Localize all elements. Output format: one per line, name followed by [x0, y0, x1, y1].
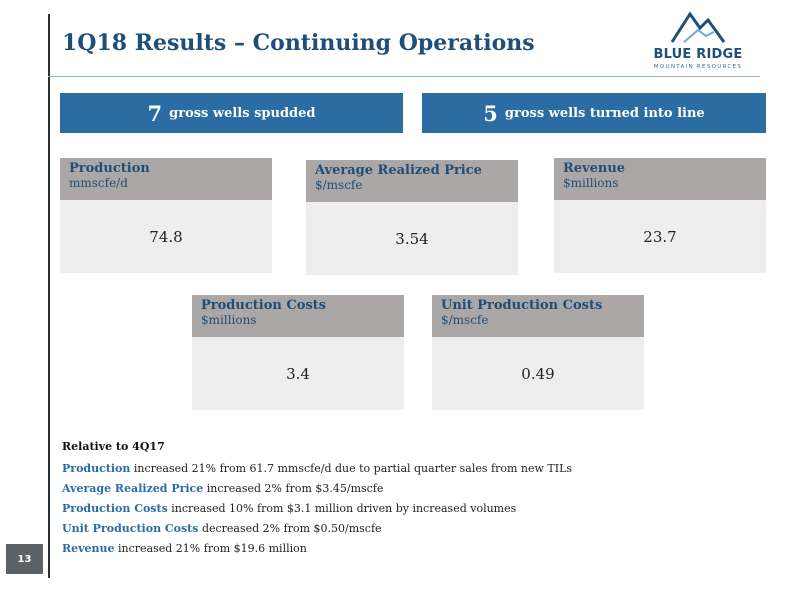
note-production: Production increased 21% from 61.7 mmscf… — [62, 459, 762, 479]
card-unit: $millions — [563, 176, 619, 190]
card-value: 0.49 — [521, 365, 555, 383]
card-title: Production — [69, 161, 150, 176]
banner-number: 5 — [483, 100, 498, 126]
note-text: decreased 2% from $0.50/mscfe — [198, 522, 382, 535]
metric-card-average-realized-price: Average Realized Price $/mscfe 3.54 — [306, 160, 518, 275]
card-header: Unit Production Costs $/mscfe — [432, 295, 644, 337]
card-title: Production Costs — [201, 298, 327, 313]
mountain-icon — [670, 11, 726, 43]
note-production-costs: Production Costs increased 10% from $3.1… — [62, 499, 762, 519]
metric-card-unit-production-costs: Unit Production Costs $/mscfe 0.49 — [432, 295, 644, 410]
banner-text: gross wells turned into line — [504, 105, 705, 121]
card-header: Revenue $millions — [554, 158, 766, 200]
card-unit: $/mscfe — [315, 178, 363, 192]
card-title: Average Realized Price — [315, 163, 482, 178]
metric-card-production-costs: Production Costs $millions 3.4 — [192, 295, 404, 410]
card-value: 3.4 — [286, 365, 310, 383]
note-key: Production — [62, 462, 131, 475]
card-value: 3.54 — [395, 230, 429, 248]
card-unit: mmscfe/d — [69, 176, 128, 190]
note-average-realized-price: Average Realized Price increased 2% from… — [62, 479, 762, 499]
page-title: 1Q18 Results – Continuing Operations — [62, 30, 535, 56]
comparison-notes: Relative to 4Q17 Production increased 21… — [62, 440, 762, 559]
card-value: 23.7 — [643, 228, 677, 246]
note-text: increased 21% from 61.7 mmscfe/d due to … — [130, 462, 573, 475]
card-header: Production mmscfe/d — [60, 158, 272, 200]
banner-wells-turned-in-line: 5 gross wells turned into line — [422, 93, 766, 133]
note-key: Average Realized Price — [62, 482, 204, 495]
note-revenue: Revenue increased 21% from $19.6 million — [62, 539, 762, 559]
title-underline — [48, 76, 760, 77]
card-value: 74.8 — [149, 228, 183, 246]
card-title: Unit Production Costs — [441, 298, 603, 313]
note-text: increased 2% from $3.45/mscfe — [203, 482, 384, 495]
card-header: Average Realized Price $/mscfe — [306, 160, 518, 202]
company-logo: BLUE RIDGE MOUNTAIN RESOURCES — [636, 8, 760, 74]
note-key: Production Costs — [62, 502, 168, 515]
logo-subtitle: MOUNTAIN RESOURCES — [653, 64, 743, 70]
notes-heading: Relative to 4Q17 — [62, 440, 165, 453]
note-unit-production-costs: Unit Production Costs decreased 2% from … — [62, 519, 762, 539]
banner-wells-spudded: 7 gross wells spudded — [60, 93, 403, 133]
metric-card-revenue: Revenue $millions 23.7 — [554, 158, 766, 273]
note-key: Unit Production Costs — [62, 522, 199, 535]
card-unit: $/mscfe — [441, 313, 489, 327]
note-text: increased 10% from $3.1 million driven b… — [167, 502, 517, 515]
page-number: 13 — [6, 544, 43, 574]
banner-text: gross wells spudded — [169, 105, 316, 121]
left-rule — [48, 14, 50, 578]
card-header: Production Costs $millions — [192, 295, 404, 337]
note-text: increased 21% from $19.6 million — [114, 542, 307, 555]
logo-name: BLUE RIDGE — [653, 47, 743, 62]
card-unit: $millions — [201, 313, 257, 327]
metric-card-production: Production mmscfe/d 74.8 — [60, 158, 272, 273]
note-key: Revenue — [62, 542, 115, 555]
banner-number: 7 — [147, 100, 163, 126]
card-title: Revenue — [563, 161, 626, 176]
